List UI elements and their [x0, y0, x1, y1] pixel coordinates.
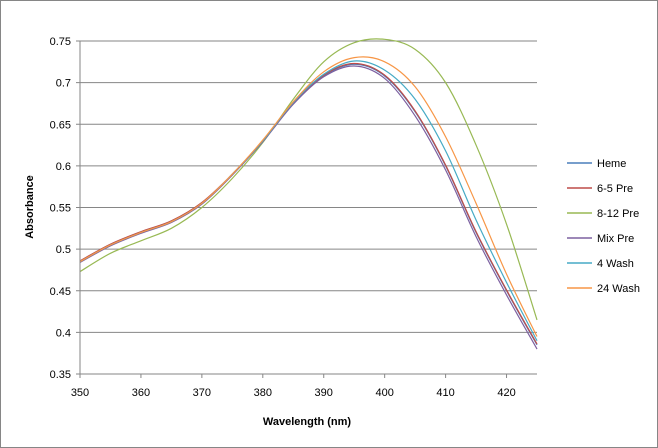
- y-tick-label: 0.6: [56, 161, 71, 173]
- y-tick-label: 0.5: [56, 244, 71, 256]
- legend-label: 8-12 Pre: [597, 208, 639, 220]
- x-tick-label: 360: [132, 387, 150, 399]
- legend-label: 4 Wash: [597, 258, 634, 270]
- x-tick-label: 390: [315, 387, 333, 399]
- y-tick-label: 0.55: [50, 203, 71, 215]
- x-tick-label: 350: [71, 387, 89, 399]
- x-tick-label: 410: [436, 387, 454, 399]
- series-line-24-wash: [79, 56, 538, 337]
- series-line-mix-pre: [79, 65, 538, 350]
- y-tick-label: 0.35: [50, 369, 71, 381]
- legend-label: 24 Wash: [597, 283, 640, 295]
- y-axis-title: Absorbance: [24, 175, 36, 239]
- x-tick-label: 420: [497, 387, 515, 399]
- x-tick-label: 380: [254, 387, 272, 399]
- legend-label: Mix Pre: [597, 233, 634, 245]
- x-tick-label: 370: [193, 387, 211, 399]
- legend-label: 6-5 Pre: [597, 183, 633, 195]
- y-tick-label: 0.4: [56, 327, 71, 339]
- x-axis-title: Wavelength (nm): [263, 416, 352, 428]
- y-tick-label: 0.7: [56, 78, 71, 90]
- y-tick-label: 0.75: [50, 36, 71, 48]
- y-tick-label: 0.45: [50, 286, 71, 298]
- x-tick-label: 400: [375, 387, 393, 399]
- series-line-8-12-pre: [79, 38, 538, 321]
- y-tick-label: 0.65: [50, 119, 71, 131]
- legend-label: Heme: [597, 158, 626, 170]
